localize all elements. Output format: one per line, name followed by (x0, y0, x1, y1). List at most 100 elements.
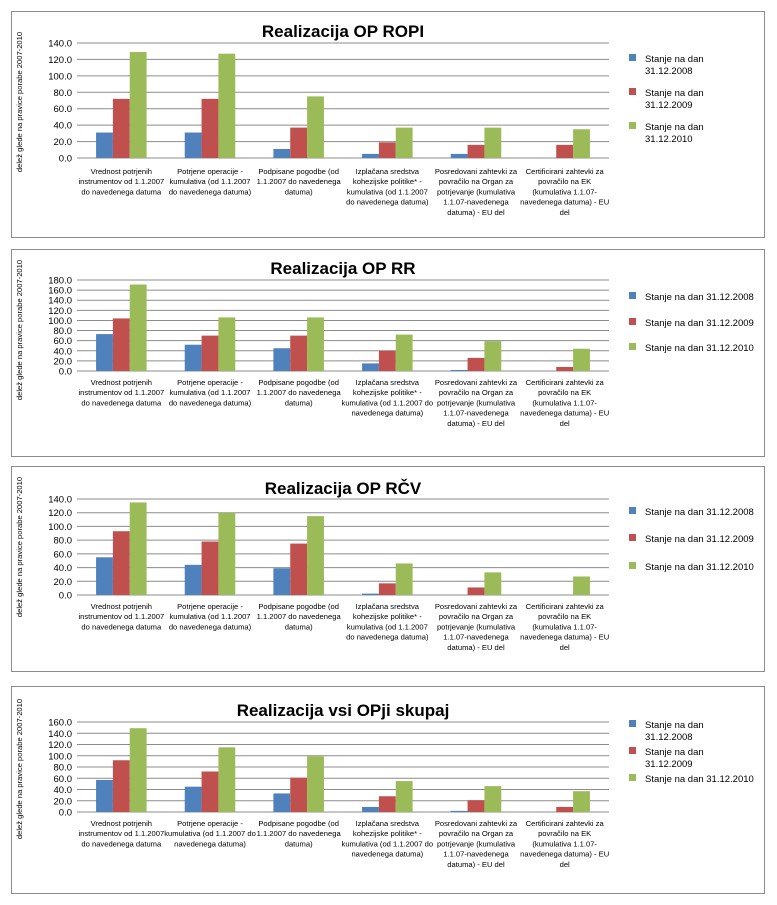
chart-panel-rr: Realizacija OP RR delež glede na pravice … (11, 249, 765, 457)
bar-2008-cat-2 (184, 564, 202, 595)
category-label-line: do navedenega datuma (81, 187, 162, 196)
category-label-line: potrjevanje (kumulativa (437, 622, 516, 631)
chart-title: Realizacija OP ROPI (262, 22, 424, 41)
y-tick-label: 120.0 (48, 55, 72, 66)
category-label-line: navedenega datuma) (351, 850, 423, 859)
category-label: Izplačana sredstva kohezijske politike* -… (346, 602, 429, 642)
y-tick-label: 160.0 (48, 718, 72, 729)
category-label: Vrednost potrjenih instrumentov od 1.1.20… (78, 602, 164, 631)
bar-2010-cat-6 (573, 348, 590, 371)
category-label-line: do navedenega datuma (81, 839, 162, 848)
category-label-line: 1.1.2007 do navedenega (257, 388, 342, 397)
y-axis-label: delež glede na pravice porabe 2007-2010 (15, 32, 24, 172)
category-label-line: kumulativa (od 1.1.2007 (347, 622, 428, 631)
legend-swatch-2010 (629, 122, 636, 129)
bar-2009-cat-4 (378, 583, 396, 595)
bar-2009-cat-1 (112, 98, 130, 158)
category-label-line: povračilo na Organ za (439, 388, 514, 397)
y-tick-label: 0.0 (59, 808, 72, 819)
category-label-line: Izplačana sredstva (356, 602, 420, 611)
category-label: Certificirani zahtevki za povračilo na EK… (520, 602, 609, 652)
category-label-line: 1.1.07-navedenega (443, 850, 509, 859)
chart-panel-ropi: Realizacija OP ROPI delež glede na pravic… (11, 11, 765, 238)
bar-2009-cat-6 (556, 806, 574, 812)
category-label: Certificirani zahtevki za povračilo na EK… (520, 167, 609, 217)
legend-label-line: Stanje na dan 31.12.2008 (645, 292, 754, 303)
category-label: Izplačana sredstva kohezijske politike* -… (346, 167, 429, 207)
y-tick-label: 60.0 (54, 774, 73, 785)
bar-2009-cat-3 (290, 127, 308, 158)
bar-2008-cat-5 (450, 153, 468, 158)
category-label-line: Posredovani zahtevki za (435, 378, 518, 387)
category-label-line: do navedenega datuma) (346, 198, 429, 207)
category-label: Certificirani zahtevki za povračilo na EK… (520, 378, 609, 428)
y-tick-label: 100.0 (48, 71, 72, 82)
category-label-line: Certificirani zahtevki za (526, 819, 605, 828)
category-label: Posredovani zahtevki za povračilo na Orga… (435, 819, 518, 869)
y-axis-label: delež glede na pravice porabe 2007-2010 (15, 699, 24, 839)
bar-2010-cat-3 (307, 756, 324, 812)
bar-2009-cat-4 (378, 796, 396, 812)
category-label-line: instrumentov od 1.1.2007 (78, 388, 164, 397)
y-tick-label: 0.0 (59, 367, 72, 378)
category-label-line: povračilo na Organ za (439, 829, 514, 838)
chart-panel-rcv: Realizacija OP RČV delež glede na pravice… (11, 466, 765, 672)
legend-label-2008: Stanje na dan 31.12.2008 (645, 54, 704, 77)
category-label: Vrednost potrjenih instrumentov od 1.1.20… (78, 378, 164, 407)
category-label-line: datuma) - EU del (447, 419, 505, 428)
bar-2008-cat-1 (96, 132, 113, 158)
bar-2008-cat-3 (273, 568, 291, 595)
category-label-line: potrjevanje (kumulativa (437, 398, 516, 407)
chart-title: Realizacija OP RČV (265, 479, 422, 498)
category-label-line: (kumulativa 1.1.07- (532, 187, 597, 196)
bar-2010-cat-5 (484, 341, 502, 371)
bar-2008-cat-3 (273, 793, 291, 812)
legend-label-2010: Stanje na dan 31.12.2010 (645, 122, 704, 145)
legend-label-line: 31.12.2009 (645, 759, 693, 770)
category-label-line: 1.1.2007 do navedenega (257, 177, 342, 186)
legend-label-2009: Stanje na dan 31.12.2009 (645, 747, 704, 770)
legend-label-line: Stanje na dan (645, 88, 704, 99)
legend-swatch-2009 (629, 318, 636, 325)
legend-label-2010: Stanje na dan 31.12.2010 (645, 343, 754, 354)
legend-swatch-2010 (629, 343, 636, 350)
legend-label-line: Stanje na dan (645, 720, 704, 731)
bar-2008-cat-4 (362, 806, 379, 812)
y-tick-label: 140.0 (48, 39, 72, 50)
legend-label-2010: Stanje na dan 31.12.2010 (645, 562, 754, 573)
y-tick-label: 60.0 (54, 549, 73, 560)
legend-label-2009: Stanje na dan 31.12.2009 (645, 534, 754, 545)
category-label-line: navedenega datuma) (174, 839, 246, 848)
category-label-line: kohezijske politike* - (353, 177, 422, 186)
bar-2010-cat-6 (573, 129, 590, 158)
y-tick-label: 80.0 (54, 536, 73, 547)
category-label-line: Izplačana sredstva (356, 819, 420, 828)
y-tick-label: 120.0 (48, 306, 72, 317)
category-label-line: kumulativa (od 1.1.2007 do (342, 398, 434, 407)
y-tick-label: 120.0 (48, 740, 72, 751)
bar-2009-cat-6 (556, 366, 574, 371)
legend-label-line: Stanje na dan 31.12.2009 (645, 318, 754, 329)
y-tick-label: 40.0 (54, 785, 73, 796)
chart-rr: Realizacija OP RR delež glede na pravice … (15, 259, 754, 428)
bar-2008-cat-5 (450, 810, 468, 812)
bar-2010-cat-1 (129, 284, 147, 371)
bar-2009-cat-5 (467, 357, 485, 371)
y-tick-label: 60.0 (54, 336, 73, 347)
category-label-line: kohezijske politike* - (353, 829, 422, 838)
bar-2009-cat-5 (467, 800, 485, 812)
bar-2008-cat-2 (184, 132, 202, 158)
category-label-line: del (560, 860, 570, 869)
chart-rcv: Realizacija OP RČV delež glede na pravice… (15, 477, 754, 652)
bar-2009-cat-1 (112, 318, 130, 371)
category-label: Podpisane pogodbe (od 1.1.2007 do naveden… (257, 819, 342, 848)
category-label-line: datuma) (285, 398, 313, 407)
category-label-line: instrumentov od 1.1.2007 (78, 829, 164, 838)
legend-swatch-2008 (629, 54, 636, 61)
category-label-line: potrjevanje (kumulativa (437, 187, 516, 196)
category-label-line: do navedenega datuma (81, 398, 162, 407)
legend-swatch-2008 (629, 292, 636, 299)
category-label: Posredovani zahtevki za povračilo na Orga… (435, 167, 518, 217)
y-tick-label: 80.0 (54, 763, 73, 774)
y-axis-label: delež glede na pravice porabe 2007-2010 (15, 477, 24, 617)
